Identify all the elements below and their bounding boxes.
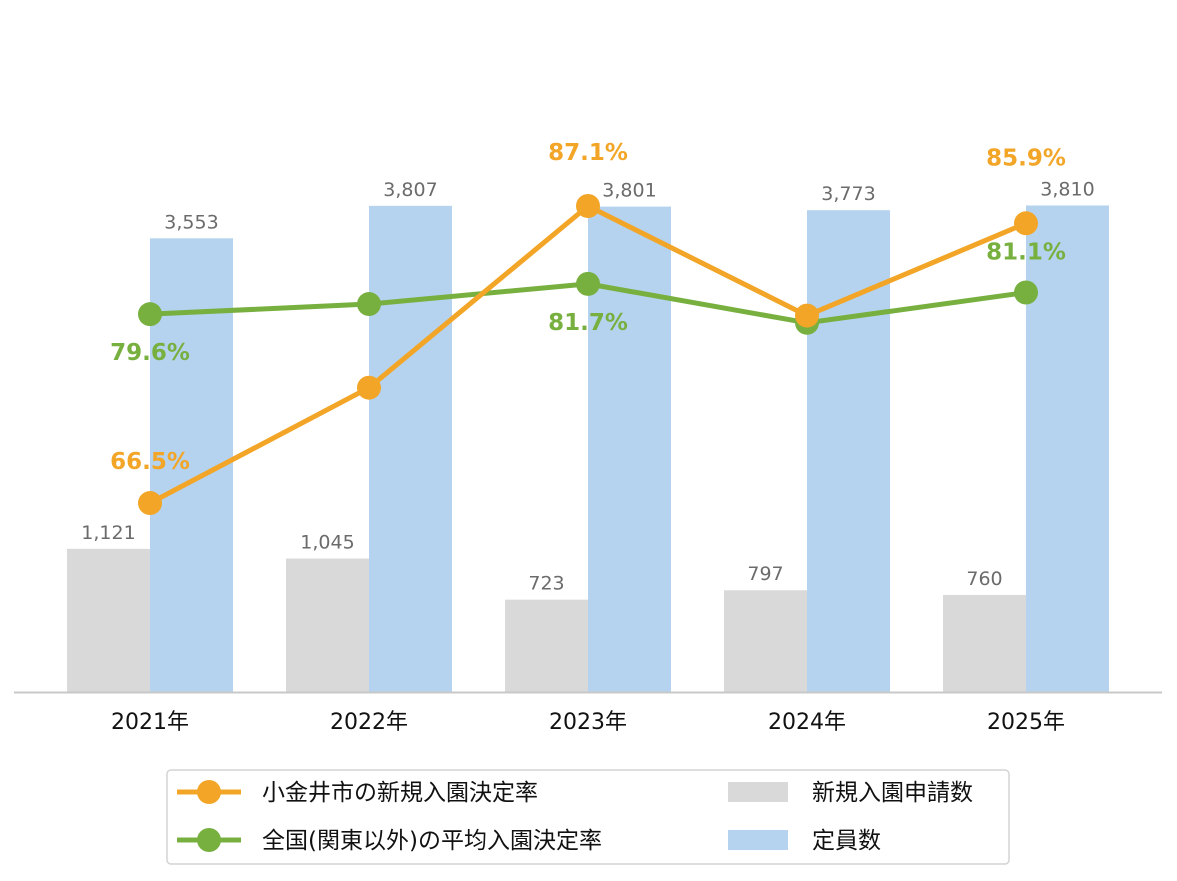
bar-value-label: 1,045 bbox=[300, 532, 354, 554]
line-value-labels: 66.5% 87.1% 85.9% 79.6% 81.7% 81.1% bbox=[110, 140, 1066, 475]
line-point bbox=[1014, 280, 1038, 305]
line-point bbox=[576, 194, 600, 218]
bar-value-label: 3,801 bbox=[602, 180, 656, 202]
x-tick-label: 2024年 bbox=[768, 710, 846, 735]
bar-value-label: 3,807 bbox=[383, 179, 437, 201]
bar-value-label: 797 bbox=[747, 563, 783, 585]
x-tick-labels: 2021年 2022年 2023年 2024年 2025年 bbox=[111, 710, 1065, 735]
bar-applications bbox=[505, 599, 588, 692]
legend-item-line2: 全国(関東以外)の平均入園決定率 bbox=[177, 828, 602, 854]
legend: 小金井市の新規入園決定率 全国(関東以外)の平均入園決定率 新規入園申請数 定員… bbox=[166, 769, 1010, 865]
line-point bbox=[138, 491, 162, 516]
legend-item-bar2: 定員数 bbox=[728, 828, 881, 854]
bar-applications bbox=[286, 558, 369, 692]
line-value-label: 87.1% bbox=[548, 140, 628, 166]
line-point bbox=[1014, 211, 1038, 236]
line-point bbox=[795, 303, 819, 328]
bar-value-label: 760 bbox=[966, 568, 1002, 590]
bar-value-label: 723 bbox=[528, 573, 564, 595]
line-point bbox=[576, 271, 600, 296]
legend-line2-marker bbox=[197, 828, 221, 852]
legend-item-line1: 小金井市の新規入園決定率 bbox=[177, 780, 538, 806]
bar-value-label: 3,553 bbox=[164, 211, 218, 233]
line-value-label: 81.1% bbox=[986, 240, 1066, 266]
legend-bar2-swatch bbox=[728, 830, 788, 850]
x-tick-label: 2023年 bbox=[549, 710, 627, 735]
bar-value-label: 3,773 bbox=[821, 183, 875, 205]
lines-layer bbox=[138, 194, 1038, 516]
x-tick-label: 2025年 bbox=[987, 710, 1065, 735]
bar-capacity bbox=[1026, 205, 1109, 692]
bar-applications bbox=[724, 590, 807, 692]
legend-line1-marker bbox=[197, 780, 221, 804]
line-point bbox=[138, 302, 162, 327]
line-value-label: 66.5% bbox=[110, 449, 190, 475]
legend-bar1-label: 新規入園申請数 bbox=[812, 780, 973, 806]
legend-bar1-swatch bbox=[728, 782, 788, 802]
x-tick-label: 2022年 bbox=[330, 710, 408, 735]
legend-line1-label: 小金井市の新規入園決定率 bbox=[262, 780, 538, 806]
bar-capacity bbox=[588, 206, 671, 692]
line-point bbox=[357, 375, 381, 400]
legend-frame bbox=[166, 769, 1010, 865]
bar-capacity bbox=[807, 210, 890, 692]
bar-applications bbox=[943, 594, 1026, 692]
line-point bbox=[357, 292, 381, 317]
x-tick-label: 2021年 bbox=[111, 710, 189, 735]
line-value-label: 85.9% bbox=[986, 145, 1066, 171]
bar-applications bbox=[67, 548, 150, 692]
line-value-label: 81.7% bbox=[548, 310, 628, 336]
legend-bar2-label: 定員数 bbox=[812, 828, 881, 854]
bar-value-label: 1,121 bbox=[81, 522, 135, 544]
line-value-label: 79.6% bbox=[110, 340, 190, 366]
bar-capacity bbox=[369, 205, 452, 692]
bar-value-label: 3,810 bbox=[1040, 178, 1094, 200]
legend-item-bar1: 新規入園申請数 bbox=[728, 780, 973, 806]
legend-line2-label: 全国(関東以外)の平均入園決定率 bbox=[262, 828, 602, 854]
